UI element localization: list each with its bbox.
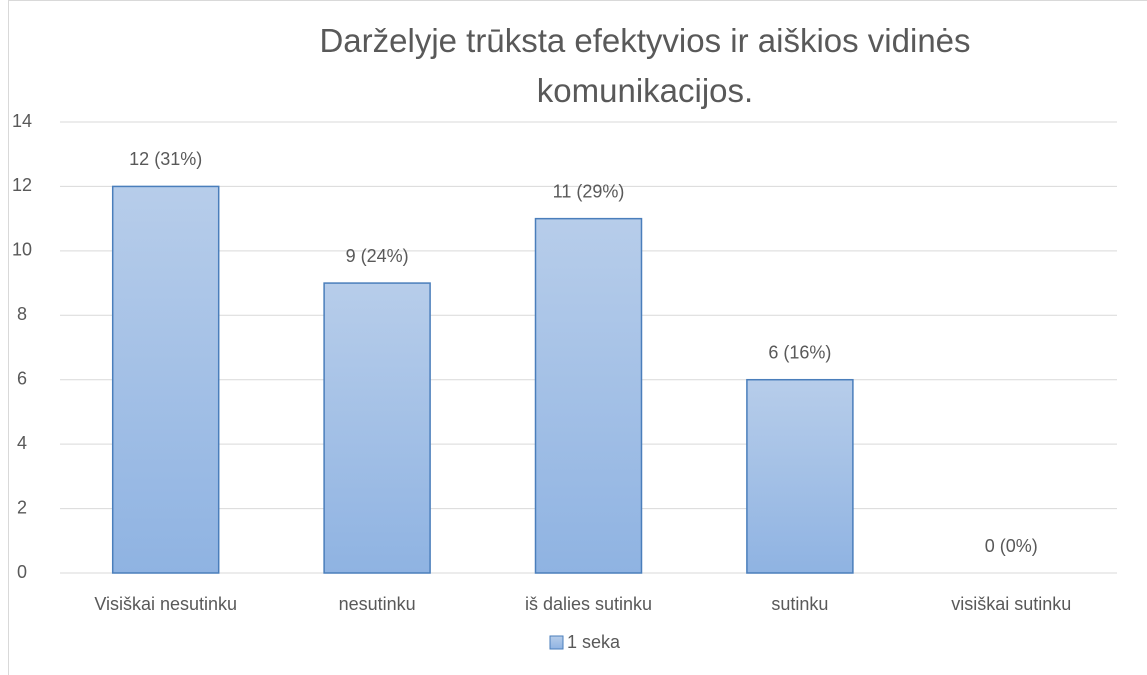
legend-swatch [549, 635, 564, 650]
chart-border [8, 0, 1147, 675]
data-label: 6 (16%) [768, 342, 831, 362]
y-tick-label: 12 [12, 175, 32, 195]
data-label: 11 (29%) [553, 181, 625, 201]
chart-title: Darželyje trūksta efektyvios ir aiškios … [319, 22, 971, 109]
y-tick-label: 4 [17, 433, 27, 453]
bar [746, 378, 854, 574]
y-tick-label: 6 [17, 368, 27, 388]
bar [323, 282, 431, 574]
y-tick-label: 10 [12, 240, 32, 260]
bar [534, 217, 643, 574]
data-label: 0 (0%) [985, 536, 1038, 556]
data-label: 12 (31%) [129, 149, 202, 169]
y-tick-label: 8 [17, 304, 27, 324]
x-tick-label: Visiškai nesutinku [94, 594, 237, 614]
y-tick-label: 0 [17, 562, 27, 582]
x-tick-label: visiškai sutinku [951, 594, 1071, 614]
data-label: 9 (24%) [346, 246, 409, 266]
x-tick-label: iš dalies sutinku [525, 594, 652, 614]
legend-label: 1 seka [567, 632, 621, 652]
x-tick-label: nesutinku [339, 594, 416, 614]
bar [111, 185, 220, 574]
x-tick-label: sutinku [771, 594, 828, 614]
y-tick-label: 14 [12, 111, 32, 131]
y-tick-label: 2 [17, 497, 27, 517]
